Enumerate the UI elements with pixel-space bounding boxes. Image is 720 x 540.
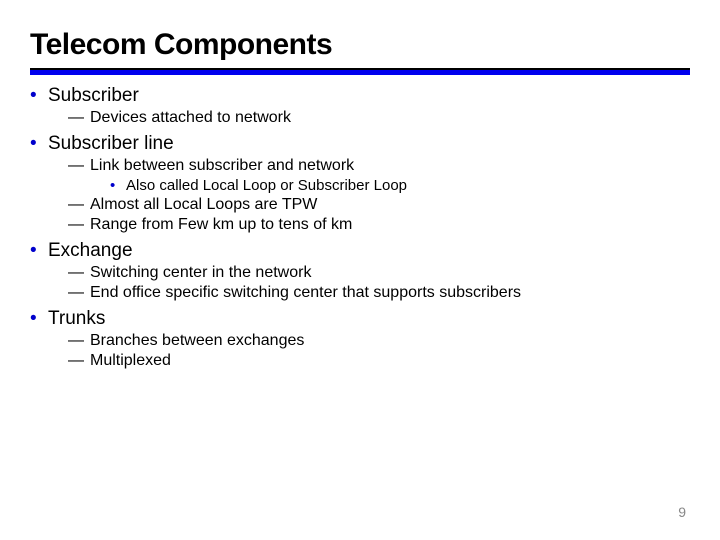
bullet-l1: •Subscriber line — [30, 133, 690, 155]
l2-text: Almost all Local Loops are TPW — [90, 196, 317, 213]
bullet-l2: —Range from Few km up to tens of km — [30, 216, 690, 234]
dash-icon: — — [68, 109, 90, 127]
bullet-l2: —Switching center in the network — [30, 264, 690, 282]
dash-icon: — — [68, 216, 90, 234]
bullet-icon: • — [30, 240, 48, 262]
bullet-l1: •Subscriber — [30, 85, 690, 107]
title-rule-blue — [30, 70, 690, 75]
l2-text: Link between subscriber and network — [90, 157, 354, 174]
bullet-l2: —Link between subscriber and network — [30, 157, 690, 175]
bullet-l2: —Multiplexed — [30, 352, 690, 370]
l1-label: Trunks — [48, 308, 105, 329]
bullet-icon: • — [30, 85, 48, 107]
dash-icon: — — [68, 332, 90, 350]
l1-label: Exchange — [48, 240, 133, 261]
bullet-icon: • — [30, 133, 48, 155]
bullet-icon: • — [30, 308, 48, 330]
bullet-l1: •Exchange — [30, 240, 690, 262]
dash-icon: — — [68, 284, 90, 302]
slide-title: Telecom Components — [30, 28, 690, 68]
dash-icon: — — [68, 196, 90, 214]
bullet-l2: —Branches between exchanges — [30, 332, 690, 350]
l1-label: Subscriber — [48, 85, 139, 106]
l2-text: Devices attached to network — [90, 109, 291, 126]
dash-icon: — — [68, 264, 90, 282]
dash-icon: — — [68, 352, 90, 370]
l2-text: Branches between exchanges — [90, 332, 304, 349]
dash-icon: — — [68, 157, 90, 175]
bullet-l2: —End office specific switching center th… — [30, 284, 690, 302]
bullet-l2: —Almost all Local Loops are TPW — [30, 196, 690, 214]
bullet-l3: •Also called Local Loop or Subscriber Lo… — [30, 177, 690, 194]
l2-text: End office specific switching center tha… — [90, 284, 521, 301]
l2-text: Switching center in the network — [90, 264, 311, 281]
l2-text: Multiplexed — [90, 352, 171, 369]
slide-content: •Subscriber —Devices attached to network… — [30, 85, 690, 370]
bullet-icon: • — [110, 177, 126, 194]
page-number: 9 — [678, 504, 686, 520]
l3-text: Also called Local Loop or Subscriber Loo… — [126, 177, 407, 194]
l1-label: Subscriber line — [48, 133, 174, 154]
bullet-l1: •Trunks — [30, 308, 690, 330]
bullet-l2: —Devices attached to network — [30, 109, 690, 127]
l2-text: Range from Few km up to tens of km — [90, 216, 352, 233]
